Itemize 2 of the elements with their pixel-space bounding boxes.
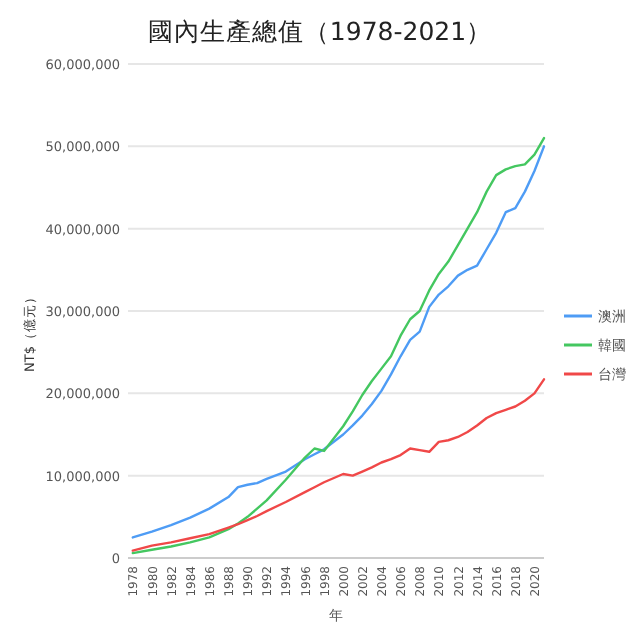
line-series bbox=[131, 378, 546, 552]
chart-title: 國內生產總值（1978-2021） bbox=[147, 16, 493, 46]
